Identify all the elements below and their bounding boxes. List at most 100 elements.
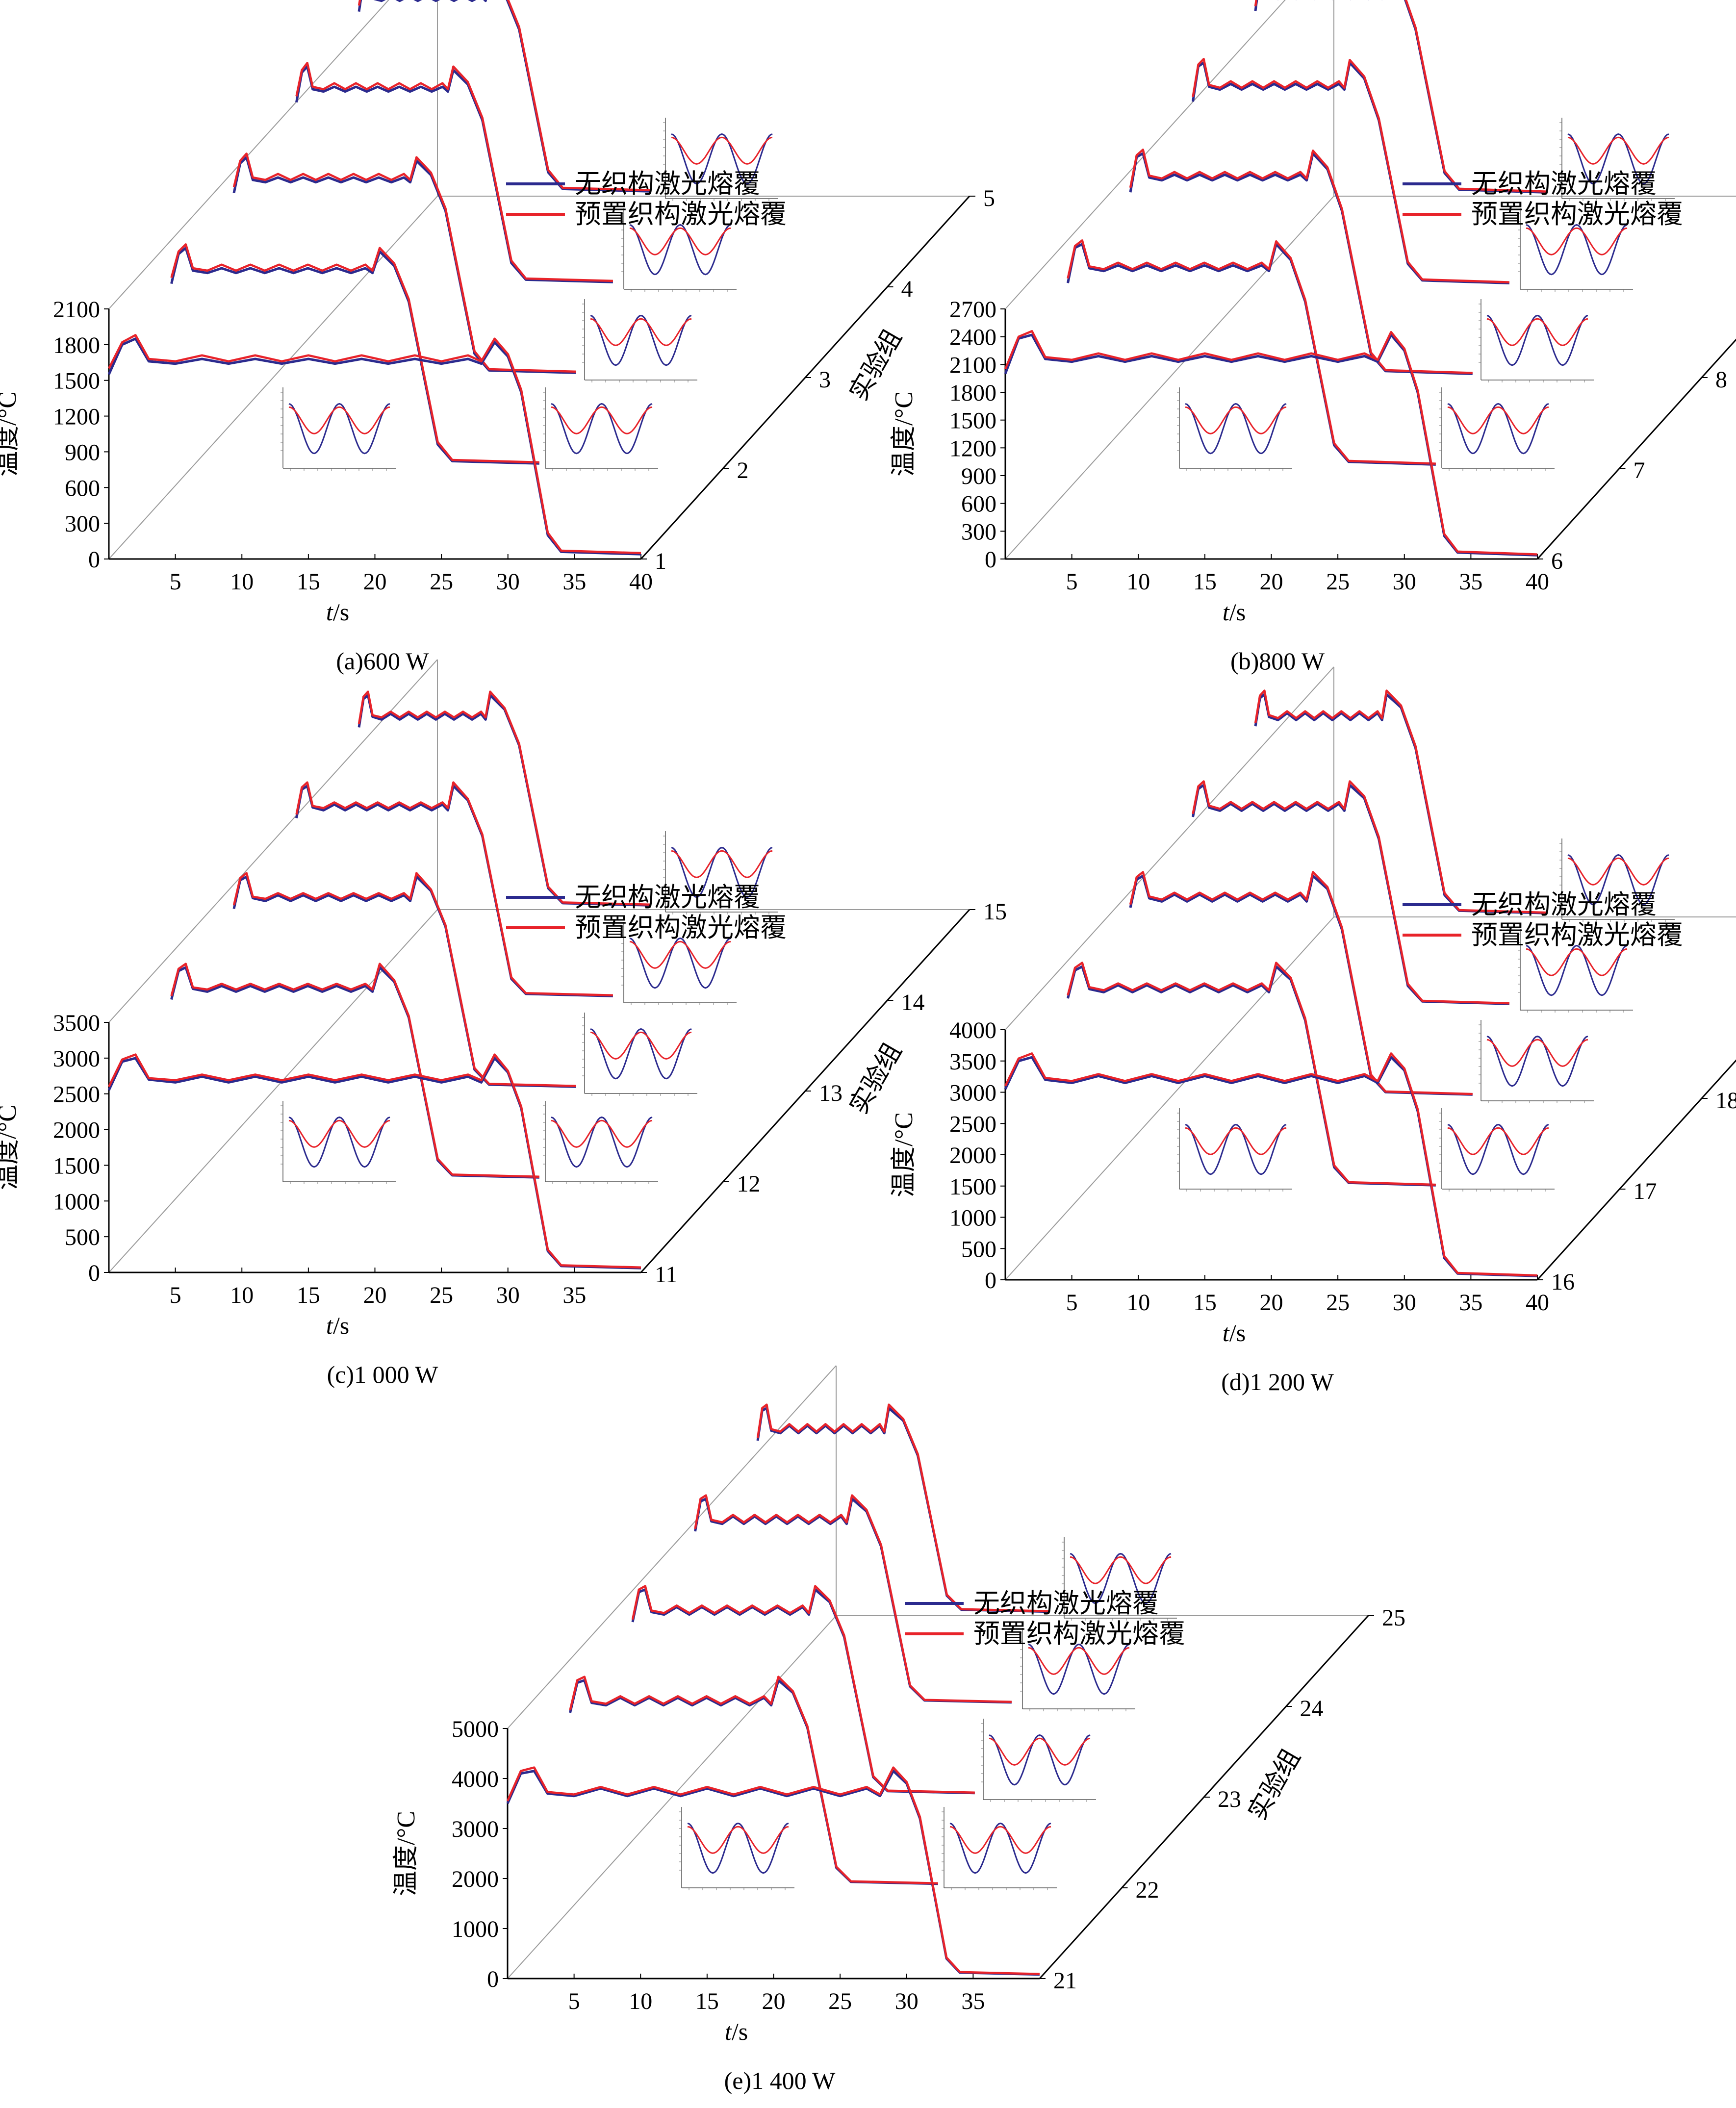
y-tick-label: 900 xyxy=(65,439,100,465)
series-line-group-4 xyxy=(357,694,650,907)
series-line-group-4 xyxy=(1254,689,1547,914)
inset-series-line xyxy=(949,1826,1051,1854)
inset-series-line xyxy=(1486,1039,1588,1067)
series-line-group-1 xyxy=(569,1679,938,1885)
series-line-group-2 xyxy=(232,875,576,1088)
x-tick-label: 25 xyxy=(1326,569,1350,595)
inset-series-line xyxy=(629,227,731,255)
inset-thumbnail xyxy=(543,1101,658,1184)
x-tick-label: 30 xyxy=(496,1282,520,1308)
x-tick-label: 5 xyxy=(170,1282,181,1308)
y-tick-label: 2000 xyxy=(949,1143,996,1168)
inset-series-line xyxy=(551,1116,653,1168)
inset-thumbnail xyxy=(981,1719,1096,1802)
y-tick-label: 1200 xyxy=(53,404,100,430)
y-tick-label: 0 xyxy=(985,547,996,573)
inset-series-line xyxy=(288,403,390,455)
y-axis-label: 温度/°C xyxy=(890,1112,918,1197)
series-line-group-1 xyxy=(1067,962,1436,1186)
x-tick-label: 5 xyxy=(1066,569,1078,595)
inset-thumbnail xyxy=(1439,1108,1555,1192)
x-tick-label: 5 xyxy=(568,1988,580,2014)
series-line-group-4 xyxy=(357,0,650,192)
series-line-group-2 xyxy=(1129,149,1473,374)
series-line-group-front xyxy=(1004,1056,1538,1277)
group-tick-label: 21 xyxy=(1053,1968,1077,1994)
inset-thumbnail xyxy=(663,831,778,914)
inset-series-line xyxy=(687,1822,789,1874)
inset-series-line xyxy=(1185,1123,1287,1175)
frame-line xyxy=(108,909,438,1273)
series-line-group-front xyxy=(107,1057,641,1270)
group-axis-label: 实验组 xyxy=(845,1039,907,1119)
y-tick-label: 2100 xyxy=(949,352,996,378)
frame-line xyxy=(507,1615,837,1979)
x-tick-label: 15 xyxy=(297,1282,320,1308)
series-line-group-1 xyxy=(170,243,539,464)
inset-thumbnail xyxy=(1518,929,1633,1013)
y-tick-label: 900 xyxy=(961,463,996,489)
inset-series-line xyxy=(1447,1127,1549,1155)
inset-series-line xyxy=(288,1116,390,1168)
inset-thumbnail xyxy=(1177,387,1292,471)
x-tick-label: 20 xyxy=(363,569,387,595)
y-tick-label: 300 xyxy=(65,511,100,537)
x-tick-label: 10 xyxy=(230,1282,254,1308)
inset-series-line xyxy=(629,940,731,969)
series-line-group-3 xyxy=(295,62,613,282)
series-line-group-4 xyxy=(357,0,650,193)
inset-series-line xyxy=(590,1031,692,1060)
inset-series-line xyxy=(590,318,692,346)
x-tick-label: 35 xyxy=(961,1988,985,2014)
legend-label: 无织构激光熔覆 xyxy=(575,169,760,199)
inset-series-line xyxy=(1447,403,1549,455)
y-tick-label: 3000 xyxy=(452,1816,499,1842)
x-axis-label: t/s xyxy=(326,598,349,626)
inset-series-line xyxy=(671,846,773,898)
x-tick-label: 35 xyxy=(1459,569,1482,595)
legend-label: 预置织构激光熔覆 xyxy=(575,200,787,229)
series-line-group-4 xyxy=(357,690,650,906)
y-tick-label: 1500 xyxy=(949,1174,996,1200)
legend-label: 预置织构激光熔覆 xyxy=(1471,920,1683,950)
group-tick-label: 7 xyxy=(1634,457,1645,483)
x-tick-label: 30 xyxy=(496,569,520,595)
inset-series-line xyxy=(1185,1127,1287,1155)
legend-label: 无织构激光熔覆 xyxy=(1471,890,1657,919)
series-line-group-2 xyxy=(631,1588,975,1795)
inset-series-line xyxy=(1028,1647,1130,1675)
group-tick-label: 3 xyxy=(819,367,831,393)
inset-thumbnail xyxy=(679,1807,794,1890)
group-tick-label: 18 xyxy=(1715,1088,1736,1114)
x-axis-label: t/s xyxy=(725,2018,748,2045)
x-tick-label: 40 xyxy=(629,569,653,595)
series-line-group-1 xyxy=(1067,239,1436,465)
group-tick-label: 23 xyxy=(1218,1786,1241,1812)
x-axis-label: t/s xyxy=(326,1312,349,1339)
y-tick-label: 2500 xyxy=(53,1082,100,1108)
inset-series-line xyxy=(590,1028,692,1080)
inset-thumbnail xyxy=(1020,1628,1135,1711)
inset-series-line xyxy=(1486,318,1588,346)
y-tick-label: 300 xyxy=(961,519,996,545)
inset-series-line xyxy=(1567,133,1669,185)
x-tick-label: 20 xyxy=(363,1282,387,1308)
y-tick-label: 500 xyxy=(961,1236,996,1262)
series-line-group-3 xyxy=(295,781,613,997)
series-line-group-front xyxy=(1004,333,1538,557)
inset-series-line xyxy=(590,314,692,366)
inset-series-line xyxy=(989,1737,1091,1766)
series-line-group-front xyxy=(107,334,641,555)
series-line-group-2 xyxy=(232,872,576,1088)
series-line-group-front xyxy=(506,1766,1040,1976)
y-tick-label: 4000 xyxy=(949,1017,996,1043)
x-tick-label: 25 xyxy=(430,1282,453,1308)
group-axis-label: 实验组 xyxy=(1244,1745,1306,1825)
frame-line xyxy=(507,1365,837,1729)
group-tick-label: 14 xyxy=(901,990,925,1016)
group-tick-label: 5 xyxy=(983,185,995,211)
x-tick-label: 20 xyxy=(1260,569,1283,595)
inset-series-line xyxy=(989,1734,1091,1786)
